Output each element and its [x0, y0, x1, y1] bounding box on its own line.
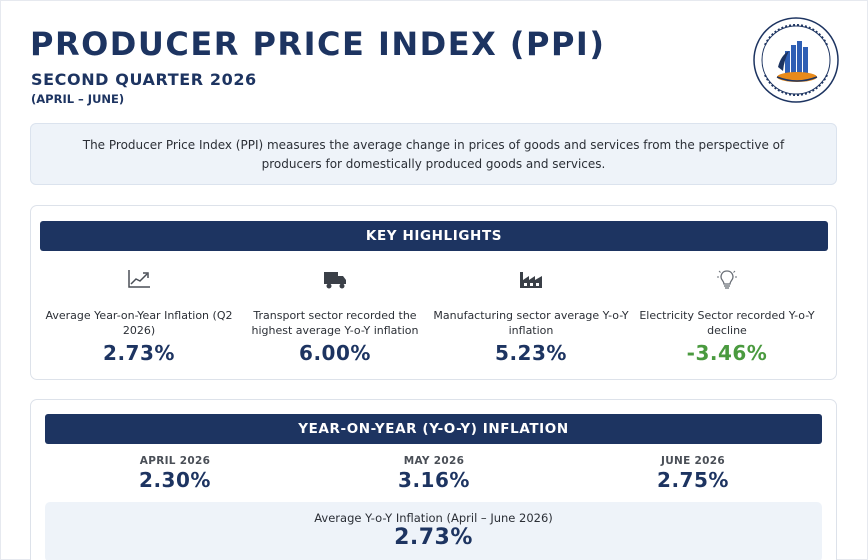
average-yoy-label: Average Y-o-Y Inflation (April – June 20…	[314, 511, 553, 525]
highlight-manufacturing: Manufacturing sector average Y-o-Y infla…	[433, 264, 629, 365]
highlight-value: 2.73%	[103, 341, 175, 365]
national-statistics-bureau-logo	[751, 15, 841, 105]
month-april: APRIL 2026 2.30%	[85, 455, 265, 492]
lightbulb-icon	[629, 264, 825, 294]
line-chart-icon	[41, 264, 237, 294]
highlight-label: Transport sector recorded the highest av…	[251, 309, 419, 337]
page-title: PRODUCER PRICE INDEX (PPI)	[30, 25, 606, 63]
month-label: MAY 2026	[403, 455, 465, 467]
yoy-inflation-heading: YEAR-ON-YEAR (Y-O-Y) INFLATION	[45, 414, 822, 444]
month-value: 3.16%	[398, 468, 470, 492]
yoy-inflation-card: YEAR-ON-YEAR (Y-O-Y) INFLATION APRIL 202…	[30, 399, 837, 560]
highlight-transport: Transport sector recorded the highest av…	[237, 264, 433, 365]
highlight-label: Electricity Sector recorded Y-o-Y declin…	[639, 309, 815, 337]
key-highlights-heading: KEY HIGHLIGHTS	[40, 221, 828, 251]
intro-text: The Producer Price Index (PPI) measures …	[30, 123, 837, 185]
month-value: 2.75%	[657, 468, 729, 492]
highlight-electricity: Electricity Sector recorded Y-o-Y declin…	[629, 264, 825, 365]
month-june: JUNE 2026 2.75%	[603, 455, 783, 492]
factory-icon	[433, 264, 629, 294]
month-may: MAY 2026 3.16%	[344, 455, 524, 492]
average-yoy-value: 2.73%	[394, 525, 473, 550]
truck-icon	[237, 264, 433, 294]
month-value: 2.30%	[139, 468, 211, 492]
highlight-value: 5.23%	[495, 341, 567, 365]
highlight-label: Average Year-on-Year Inflation (Q2 2026)	[45, 309, 233, 337]
month-label: APRIL 2026	[139, 455, 211, 467]
key-highlights-card: KEY HIGHLIGHTS Average Year-on-Year Infl…	[30, 205, 837, 380]
highlight-value: -3.46%	[686, 341, 768, 365]
period-label: (APRIL – JUNE)	[31, 92, 125, 106]
highlight-avg-yoy: Average Year-on-Year Inflation (Q2 2026)…	[41, 264, 237, 365]
page-subtitle: SECOND QUARTER 2026	[31, 70, 257, 89]
average-yoy-box: Average Y-o-Y Inflation (April – June 20…	[45, 502, 822, 560]
highlight-label: Manufacturing sector average Y-o-Y infla…	[433, 309, 629, 337]
month-label: JUNE 2026	[661, 455, 725, 467]
highlight-value: 6.00%	[299, 341, 371, 365]
